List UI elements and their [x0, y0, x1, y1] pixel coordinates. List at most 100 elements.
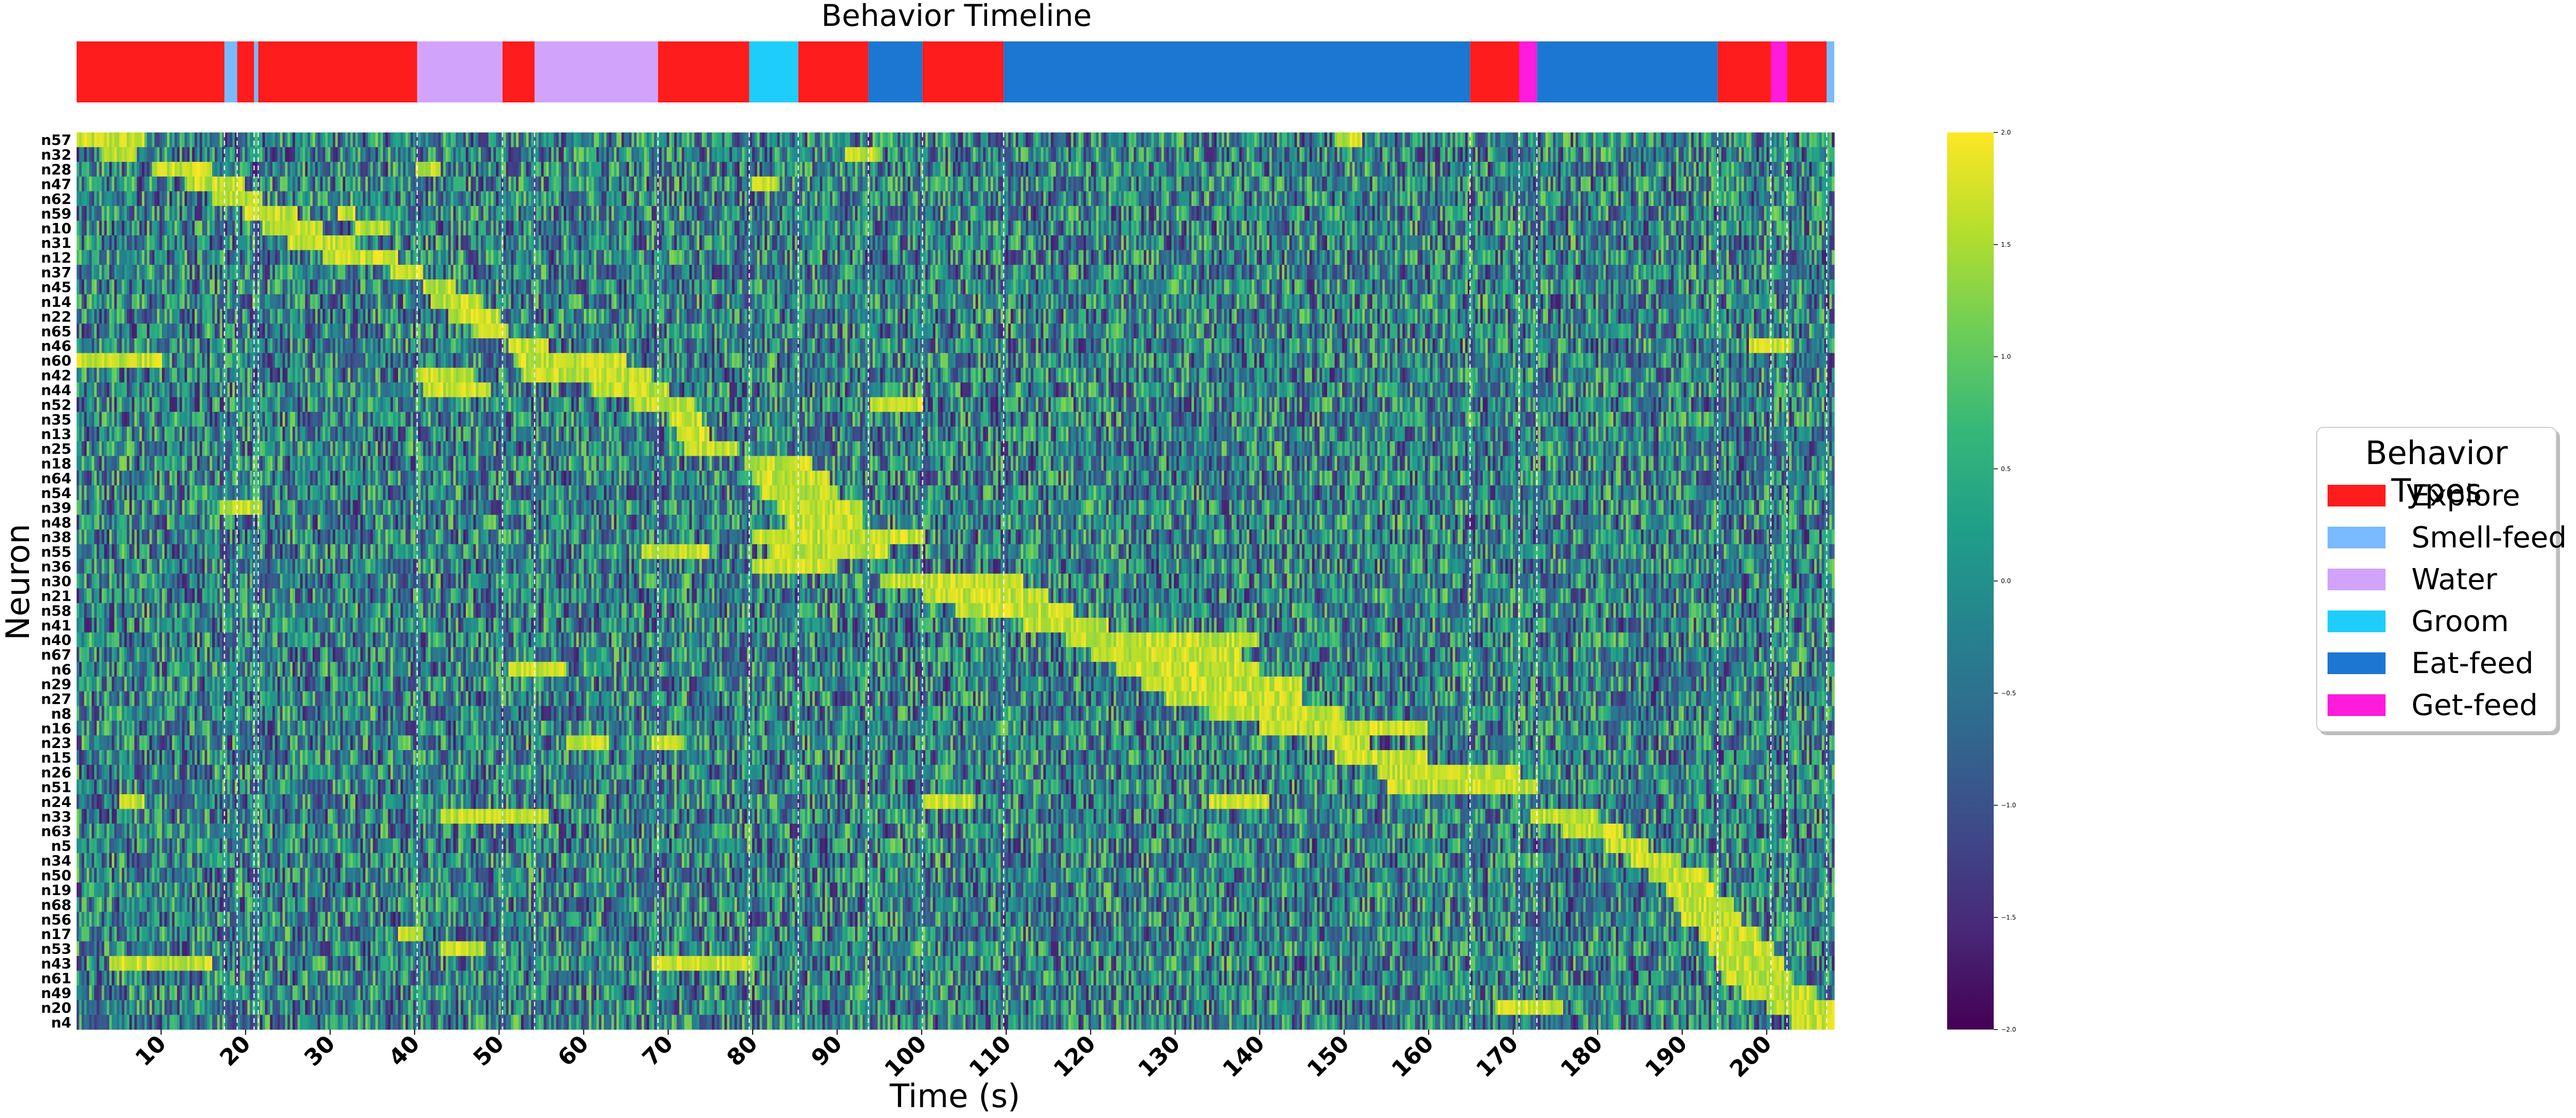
heatmap-cell — [549, 220, 552, 236]
heatmap-cell — [207, 176, 210, 192]
heatmap-cell — [822, 176, 826, 192]
heatmap-cell — [804, 147, 808, 162]
heatmap-cell — [1515, 132, 1519, 147]
heatmap-cell — [285, 191, 288, 206]
heatmap-cell — [1618, 176, 1622, 192]
heatmap-cell — [1174, 147, 1177, 162]
heatmap-cell — [410, 147, 414, 162]
heatmap-cell — [1226, 220, 1230, 236]
heatmap-cell — [614, 147, 617, 162]
heatmap-cell — [988, 176, 991, 192]
heatmap-cell — [1367, 191, 1371, 206]
heatmap-cell — [1676, 191, 1679, 206]
heatmap-cell — [1578, 147, 1581, 162]
heatmap-cell — [1508, 132, 1511, 147]
heatmap-cell — [1372, 132, 1375, 147]
heatmap-cell — [1600, 191, 1604, 206]
heatmap-cell — [667, 147, 670, 162]
heatmap-cell — [732, 191, 735, 206]
heatmap-cell — [910, 206, 914, 221]
heatmap-cell — [169, 235, 172, 250]
heatmap-cell — [1096, 147, 1099, 162]
heatmap-cell — [227, 191, 230, 206]
heatmap-cell — [1131, 161, 1135, 177]
heatmap-cell — [609, 191, 612, 206]
heatmap-cell — [717, 147, 720, 162]
heatmap-cell — [1819, 191, 1822, 206]
heatmap-cell — [1679, 161, 1682, 177]
heatmap-cell — [1621, 147, 1624, 162]
heatmap-cell — [1797, 161, 1800, 177]
heatmap-cell — [983, 132, 986, 147]
heatmap-cell — [393, 191, 396, 206]
heatmap-cell — [116, 147, 120, 162]
heatmap-cell — [1543, 220, 1546, 236]
heatmap-cell — [1314, 191, 1318, 206]
heatmap-cell — [1475, 191, 1478, 206]
heatmap-cell — [888, 132, 891, 147]
heatmap-cell — [963, 176, 966, 192]
heatmap-cell — [152, 206, 155, 221]
heatmap-cell — [940, 147, 944, 162]
heatmap-cell — [905, 147, 908, 162]
heatmap-cell — [1201, 220, 1204, 236]
heatmap-cell — [1686, 132, 1689, 147]
heatmap-cell — [1553, 191, 1556, 206]
heatmap-cell — [1329, 147, 1333, 162]
heatmap-cell — [1656, 206, 1659, 221]
heatmap-cell — [1550, 132, 1554, 147]
heatmap-cell — [1651, 206, 1654, 221]
heatmap-cell — [789, 161, 793, 177]
heatmap-cell — [1482, 161, 1486, 177]
heatmap-cell — [1794, 191, 1797, 206]
heatmap-cell — [478, 132, 481, 147]
heatmap-cell — [985, 191, 989, 206]
heatmap-cell — [1274, 147, 1277, 162]
heatmap-cell — [1593, 176, 1596, 192]
heatmap-cell — [476, 206, 479, 221]
heatmap-cell — [785, 147, 788, 162]
heatmap-cell — [1771, 191, 1775, 206]
heatmap-cell — [1257, 220, 1260, 236]
heatmap-cell — [1801, 176, 1805, 192]
heatmap-cell — [1219, 147, 1222, 162]
heatmap-cell — [1048, 132, 1051, 147]
heatmap-cell — [983, 176, 986, 192]
heatmap-cell — [1764, 147, 1767, 162]
heatmap-cell — [689, 147, 693, 162]
heatmap-cell — [1063, 132, 1067, 147]
heatmap-cell — [1352, 132, 1355, 147]
heatmap-cell — [1741, 191, 1744, 206]
heatmap-cell — [290, 206, 293, 221]
heatmap-cell — [1226, 132, 1230, 147]
timeline-segment-explore — [237, 41, 254, 102]
heatmap-cell — [1372, 176, 1375, 192]
heatmap-cell — [420, 161, 424, 177]
heatmap-cell — [104, 147, 107, 162]
heatmap-cell — [990, 176, 994, 192]
heatmap-cell — [1063, 206, 1067, 221]
heatmap-cell — [1379, 147, 1383, 162]
heatmap-cell — [588, 161, 592, 177]
heatmap-cell — [1402, 147, 1405, 162]
heatmap-cell — [1093, 147, 1097, 162]
heatmap-cell — [225, 191, 228, 206]
heatmap-cell — [822, 161, 826, 177]
heatmap-cell — [1799, 147, 1802, 162]
heatmap-cell — [888, 161, 891, 177]
heatmap-cell — [724, 161, 728, 177]
heatmap-cell — [195, 220, 198, 236]
heatmap-cell — [1385, 147, 1388, 162]
heatmap-cell — [320, 191, 323, 206]
timeline-segment-explore — [922, 41, 1004, 102]
heatmap-cell — [1051, 161, 1054, 177]
heatmap-cell — [435, 191, 439, 206]
heatmap-cell — [699, 191, 702, 206]
heatmap-cell — [131, 235, 135, 250]
heatmap-cell — [1395, 206, 1398, 221]
heatmap-cell — [1136, 132, 1139, 147]
heatmap-cell — [1106, 132, 1109, 147]
heatmap-cell — [275, 191, 278, 206]
heatmap-cell — [129, 220, 133, 236]
heatmap-cell — [1078, 161, 1082, 177]
